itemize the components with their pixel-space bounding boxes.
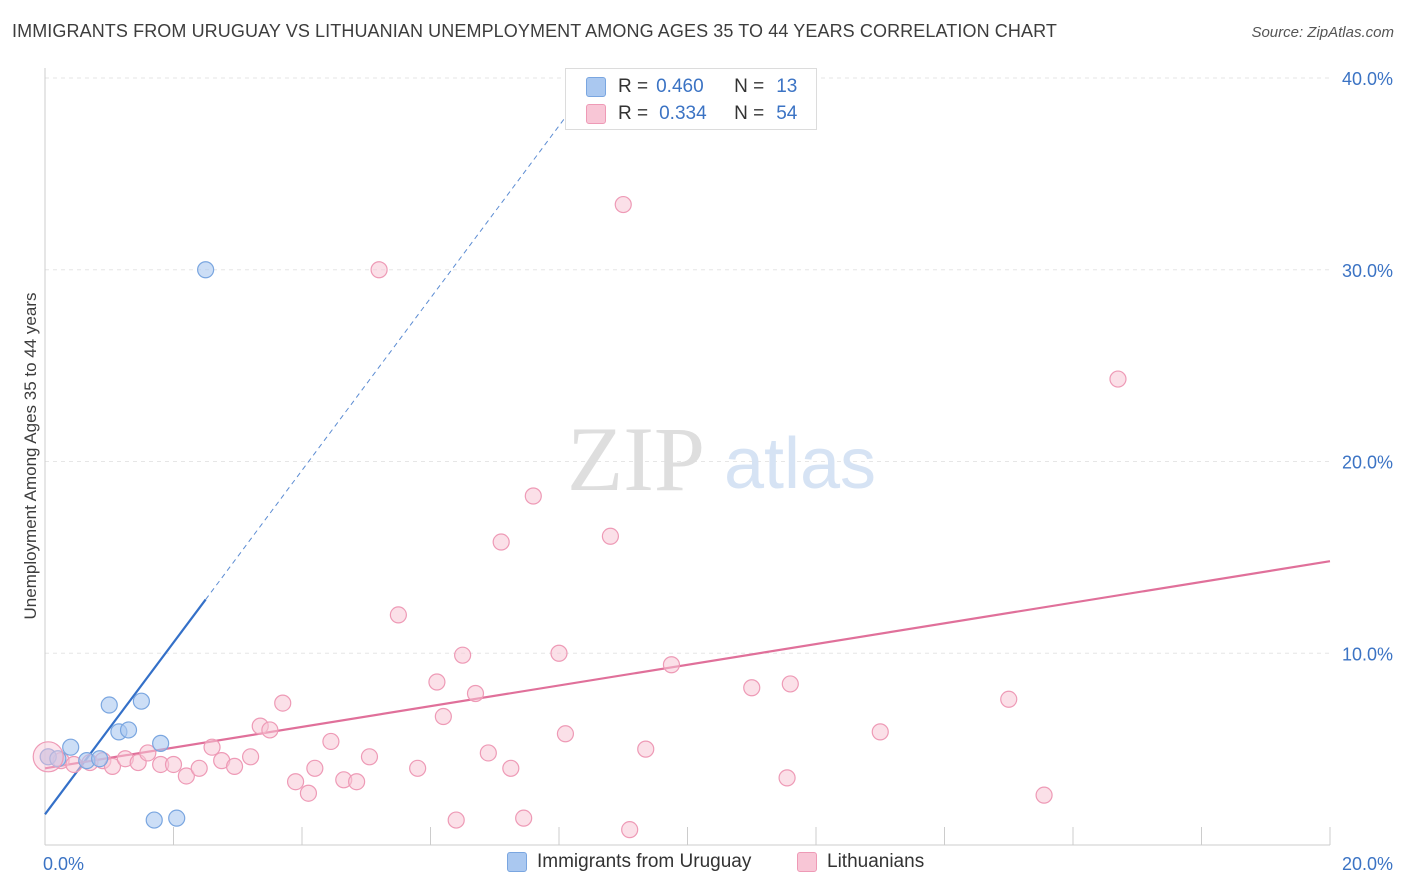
lithuanians-point <box>515 809 533 827</box>
y-tick-label: 10.0% <box>1342 644 1393 664</box>
lithuanians-point <box>454 646 472 664</box>
lithuanians-point <box>778 769 796 787</box>
lithuanians-point <box>242 748 260 766</box>
y-tick-label: 20.0% <box>1342 453 1393 473</box>
r-value: 0.460 <box>656 76 704 97</box>
lithuanians-point <box>306 759 324 777</box>
lithuanians-point <box>479 744 497 762</box>
lithuanians-point <box>637 740 655 758</box>
uruguay-swatch <box>586 77 606 97</box>
lithuanians-point <box>781 675 799 693</box>
lithuanians-point <box>348 773 366 791</box>
n-label: N = <box>734 76 765 97</box>
lithuanians-point <box>322 732 340 751</box>
watermark-atlas: atlas <box>724 424 876 504</box>
grid <box>45 77 1330 654</box>
uruguay-point <box>168 809 186 827</box>
n-value: 54 <box>776 103 798 124</box>
legend-item-lithuanians: Lithuanians <box>797 851 924 873</box>
r-label: R = <box>618 76 649 97</box>
lithuanians-point <box>370 261 388 279</box>
watermark: ZIP atlas <box>567 408 876 510</box>
uruguay-point <box>197 261 215 279</box>
lithuanians-point <box>299 784 318 802</box>
uruguay-point <box>145 811 163 829</box>
lithuanians-point <box>871 723 889 741</box>
x-tick-label: 20.0% <box>1342 854 1393 874</box>
legend-label-lithuanians: Lithuanians <box>827 851 925 872</box>
lithuanians-point <box>447 811 465 829</box>
lithuanians-point <box>1109 370 1127 388</box>
lithuanians-trend-line <box>44 560 1331 770</box>
n-label: N = <box>734 103 765 124</box>
tick-labels: 10.0% 20.0% 30.0% 40.0% 0.0% 20.0% <box>43 69 1393 874</box>
source-label: Source: ZipAtlas.com <box>1251 24 1394 41</box>
stats-row-lithuanians: R = 0.334 N = 54 <box>586 102 797 126</box>
axes <box>44 68 1331 846</box>
lithuanians-point <box>466 684 485 703</box>
lithuanians-swatch <box>586 104 606 124</box>
lithuanians-point <box>139 744 157 762</box>
lithuanians-point <box>103 757 122 775</box>
uruguay-point <box>91 750 109 768</box>
uruguay-point <box>132 692 150 710</box>
lithuanians-point <box>274 694 292 712</box>
lithuanians-point <box>190 759 208 777</box>
lithuanians-point <box>225 757 244 775</box>
y-tick-label: 40.0% <box>1342 69 1393 89</box>
lithuanians-point <box>614 195 632 214</box>
legend-label-uruguay: Immigrants from Uruguay <box>537 851 752 872</box>
lithuanians-point <box>662 656 681 674</box>
r-value: 0.334 <box>659 103 707 124</box>
lithuanians-point <box>550 644 568 662</box>
uruguay-trend-extension <box>205 73 598 600</box>
uruguay-point <box>62 738 80 756</box>
n-value: 13 <box>776 76 798 97</box>
lithuanians-point <box>428 673 446 691</box>
bottom-legend: Immigrants from Uruguay Lithuanians <box>0 851 1406 879</box>
lithuanians-point <box>502 759 520 777</box>
lithuanians-point <box>743 679 761 697</box>
lithuanians-point <box>1000 690 1018 708</box>
lithuanians-point <box>492 533 510 551</box>
y-axis-label: Unemployment Among Ages 35 to 44 years <box>21 293 40 620</box>
uruguay-trend-line <box>44 598 207 815</box>
lithuanians-point <box>286 773 305 791</box>
stats-row-uruguay: R = 0.460 N = 13 <box>586 75 797 99</box>
uruguay-point <box>152 734 170 752</box>
r-label: R = <box>618 103 649 124</box>
lithuanians-point <box>601 527 620 545</box>
uruguay-point <box>100 696 118 714</box>
stats-legend: R = 0.460 N = 13 R = 0.334 N = 54 <box>565 68 817 130</box>
lithuanians-point <box>556 725 575 743</box>
lithuanians-point <box>524 487 542 505</box>
uruguay-swatch <box>507 852 527 872</box>
lithuanians-point <box>360 748 379 766</box>
lithuanians-point <box>621 821 639 839</box>
lithuanians-point <box>1035 786 1053 804</box>
watermark-zip: ZIP <box>567 408 705 510</box>
legend-item-uruguay: Immigrants from Uruguay <box>507 851 751 873</box>
lithuanians-point-cluster <box>32 741 64 773</box>
y-tick-label: 30.0% <box>1342 261 1393 281</box>
chart-title: IMMIGRANTS FROM URUGUAY VS LITHUANIAN UN… <box>12 21 1057 41</box>
uruguay-point <box>119 721 138 739</box>
lithuanians-point <box>409 759 427 777</box>
data-points <box>32 195 1127 839</box>
lithuanians-point <box>177 767 195 785</box>
lithuanians-point <box>434 707 452 726</box>
lithuanians-point <box>203 738 221 756</box>
lithuanians-point <box>164 755 183 774</box>
lithuanians-point <box>389 606 407 624</box>
lithuanians-point <box>261 721 279 739</box>
lithuanians-swatch <box>797 852 817 872</box>
x-tick-label: 0.0% <box>43 854 84 874</box>
